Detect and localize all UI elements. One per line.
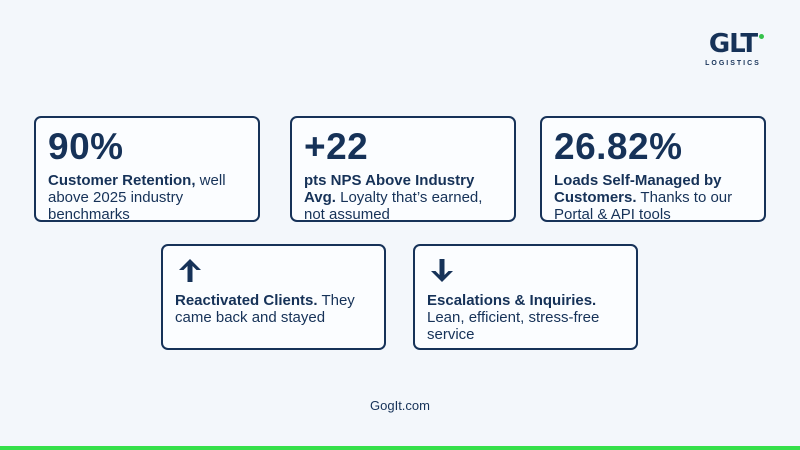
stat-description: Loads Self-Managed by Customers. Thanks …: [554, 172, 752, 223]
stat-detail: Thanks to our Portal & API tools: [554, 189, 733, 223]
stat-description: Customer Retention, well above 2025 indu…: [48, 172, 246, 223]
stat-detail: Loyalty that’s earned, not assumed: [304, 189, 483, 223]
logo-subtitle: LOGISTICS: [705, 60, 761, 67]
logo-dot: [759, 34, 765, 39]
stat-detail: Lean, efficient, stress-free service: [427, 309, 600, 343]
arrow-up-icon: [179, 259, 201, 282]
stat-description: Reactivated Clients. They came back and …: [175, 292, 372, 326]
stat-description: Escalations & Inquiries. Lean, efficient…: [427, 292, 624, 343]
logo-mark: GLT: [709, 30, 765, 58]
glt-logo: GLT LOGISTICS: [700, 30, 766, 67]
website-link[interactable]: GogIt.com: [370, 398, 430, 413]
stat-card-retention: 90% Customer Retention, well above 2025 …: [34, 116, 260, 223]
stat-value: 26.82%: [554, 126, 683, 167]
stat-detail: well above 2025 industry benchmarks: [48, 172, 226, 223]
stat-card-escalations: Escalations & Inquiries. Lean, efficient…: [413, 244, 638, 350]
stat-card-self-managed: 26.82% Loads Self-Managed by Customers. …: [540, 116, 766, 223]
stat-description: pts NPS Above Industry Avg. Loyalty that…: [304, 172, 502, 223]
stat-card-nps: +22 pts NPS Above Industry Avg. Loyalty …: [290, 116, 516, 223]
bottom-accent-line: [0, 446, 800, 450]
arrow-down-icon: [431, 259, 453, 282]
stat-value: 90%: [48, 126, 124, 167]
stat-title: Escalations & Inquiries.: [427, 292, 597, 309]
stat-detail: They came back and stayed: [175, 292, 355, 326]
stat-title: Reactivated Clients.: [175, 292, 318, 309]
stat-title: pts NPS Above Industry Avg.: [304, 172, 475, 206]
stat-title: Customer Retention,: [48, 172, 196, 189]
stat-value: +22: [304, 126, 369, 167]
stat-title: Loads Self-Managed by Customers.: [554, 172, 722, 206]
stat-card-reactivated: Reactivated Clients. They came back and …: [161, 244, 386, 350]
